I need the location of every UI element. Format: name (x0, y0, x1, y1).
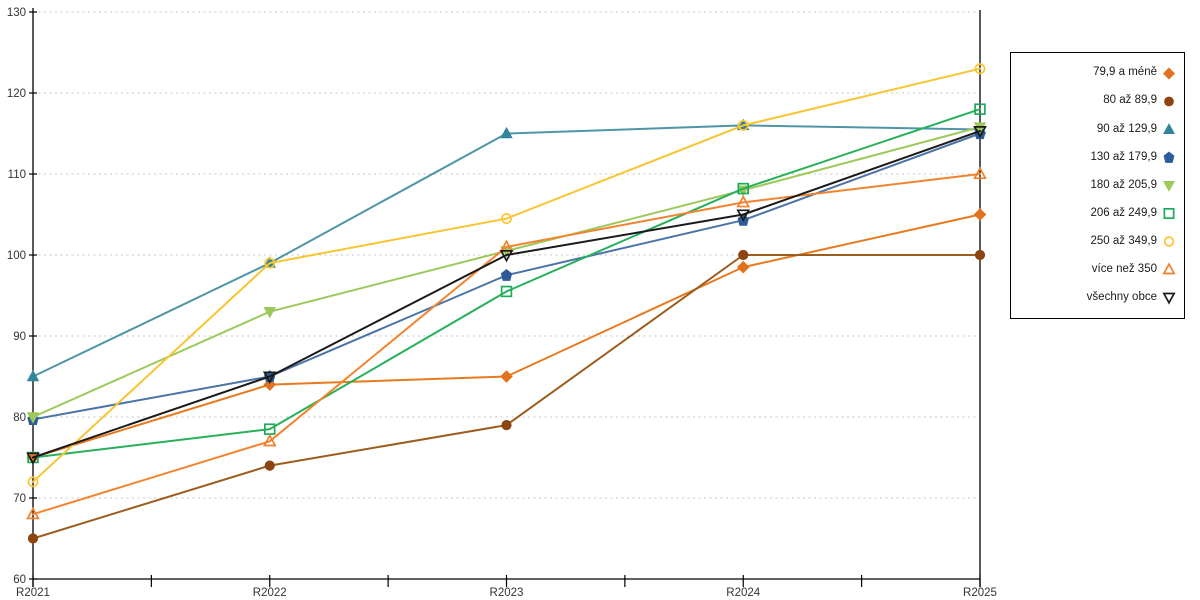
x-tick-label: R2024 (726, 587, 760, 599)
series-line (32, 254, 981, 540)
legend-label: 250 až 349,9 (1090, 234, 1157, 247)
marker-pentagon-icon (1163, 151, 1175, 163)
series-line (32, 67, 981, 483)
series-line (32, 108, 981, 459)
marker-circle-icon (501, 213, 512, 224)
y-tick-label: 70 (13, 493, 26, 505)
marker-triangle-down-icon (262, 371, 277, 384)
legend-item: 206 až 249,9 (1015, 206, 1177, 221)
legend-item: 79,9 a méně (1015, 66, 1177, 81)
marker-circle-icon (738, 249, 749, 261)
marker-pentagon-icon (500, 269, 513, 281)
legend-item: 250 až 349,9 (1015, 234, 1177, 249)
legend-label: 80 až 89,9 (1103, 94, 1157, 107)
legend-label: více než 350 (1091, 263, 1157, 276)
series-line (32, 173, 981, 516)
legend-item: 130 až 179,9 (1015, 150, 1177, 165)
marker-diamond-icon (500, 370, 513, 383)
marker-circle-icon (1163, 236, 1175, 247)
legend-label: 130 až 179,9 (1090, 150, 1157, 163)
marker-square-icon (500, 285, 513, 298)
legend-label: 79,9 a méně (1093, 66, 1157, 79)
marker-triangle-down-icon (736, 209, 751, 222)
x-tick-label: R2025 (963, 587, 997, 599)
marker-square-icon (1163, 208, 1175, 220)
legend-item: více než 350 (1015, 262, 1177, 277)
legend-label: všechny obce (1086, 291, 1157, 304)
legend-item: 90 až 129,9 (1015, 122, 1177, 137)
y-tick-label: 130 (7, 7, 26, 19)
legend-marker-triangle-up-icon (1163, 122, 1175, 134)
marker-diamond-icon (973, 208, 987, 221)
axes: 60 70 80 90 100 110 120 130 R2021 R2022 R2023 R2024… (7, 7, 997, 599)
legend-label: 90 až 129,9 (1096, 122, 1157, 135)
chart-legend: 79,9 a méně 80 až 89,9 90 až 129,9 130 až 1… (1010, 52, 1185, 319)
legend-marker-triangle-down-icon (1162, 293, 1176, 306)
marker-circle-icon (27, 533, 39, 544)
marker-triangle-down-icon (1163, 180, 1175, 192)
y-tick-label: 90 (13, 331, 26, 343)
marker-triangle-down-icon (263, 307, 276, 319)
marker-triangle-down-icon (26, 452, 40, 465)
x-tick-label: R2021 (16, 587, 50, 599)
marker-circle-icon (264, 257, 276, 269)
legend-item: všechny obce (1015, 290, 1177, 306)
marker-circle-icon (737, 119, 749, 131)
marker-circle-icon (974, 249, 986, 261)
marker-square-icon (737, 182, 749, 195)
y-tick-label: 80 (13, 412, 26, 424)
marker-circle-icon (27, 476, 39, 488)
marker-diamond-icon (1162, 67, 1176, 80)
marker-triangle-up-icon (1162, 262, 1176, 275)
series-8 (26, 126, 987, 465)
y-tick-label: 100 (7, 250, 26, 262)
legend-label: 206 až 249,9 (1090, 206, 1157, 219)
marker-circle-icon (974, 63, 986, 75)
series-7 (26, 166, 987, 520)
y-tick-label: 110 (8, 169, 26, 181)
legend-marker-diamond-icon (1162, 67, 1176, 80)
marker-triangle-up-icon (26, 506, 40, 520)
legend-marker-pentagon-icon (1163, 151, 1175, 163)
marker-triangle-up-icon (736, 194, 751, 208)
marker-triangle-up-icon (262, 433, 277, 447)
legend-item: 80 až 89,9 (1015, 94, 1177, 109)
legend-marker-circle-icon (1163, 236, 1175, 247)
marker-triangle-down-icon (499, 249, 514, 263)
series-line (32, 130, 981, 459)
marker-circle-icon (501, 420, 512, 431)
y-tick-label: 60 (13, 574, 26, 586)
marker-triangle-up-icon (500, 126, 513, 139)
marker-triangle-up-icon (1163, 122, 1175, 134)
series-6 (27, 63, 986, 488)
x-tick-label: R2022 (253, 587, 287, 599)
marker-triangle-down-icon (973, 126, 987, 139)
legend-marker-square-icon (1163, 208, 1175, 220)
marker-circle-icon (1164, 96, 1174, 107)
y-tick-label: 120 (7, 88, 26, 100)
marker-triangle-down-icon (26, 412, 40, 424)
marker-triangle-up-icon (26, 369, 40, 382)
marker-triangle-up-icon (973, 166, 987, 180)
legend-marker-triangle-up-icon (1162, 262, 1176, 275)
series-1 (27, 249, 986, 544)
marker-triangle-down-icon (1162, 293, 1176, 306)
x-tick-label: R2023 (490, 587, 524, 599)
legend-marker-triangle-down-icon (1163, 180, 1175, 192)
legend-label: 180 až 205,9 (1090, 178, 1157, 191)
marker-diamond-icon (736, 260, 750, 274)
series-5 (27, 103, 986, 464)
marker-circle-icon (264, 460, 275, 471)
marker-square-icon (974, 103, 986, 115)
legend-marker-circle-icon (1164, 96, 1174, 107)
legend-item: 180 až 205,9 (1015, 178, 1177, 193)
